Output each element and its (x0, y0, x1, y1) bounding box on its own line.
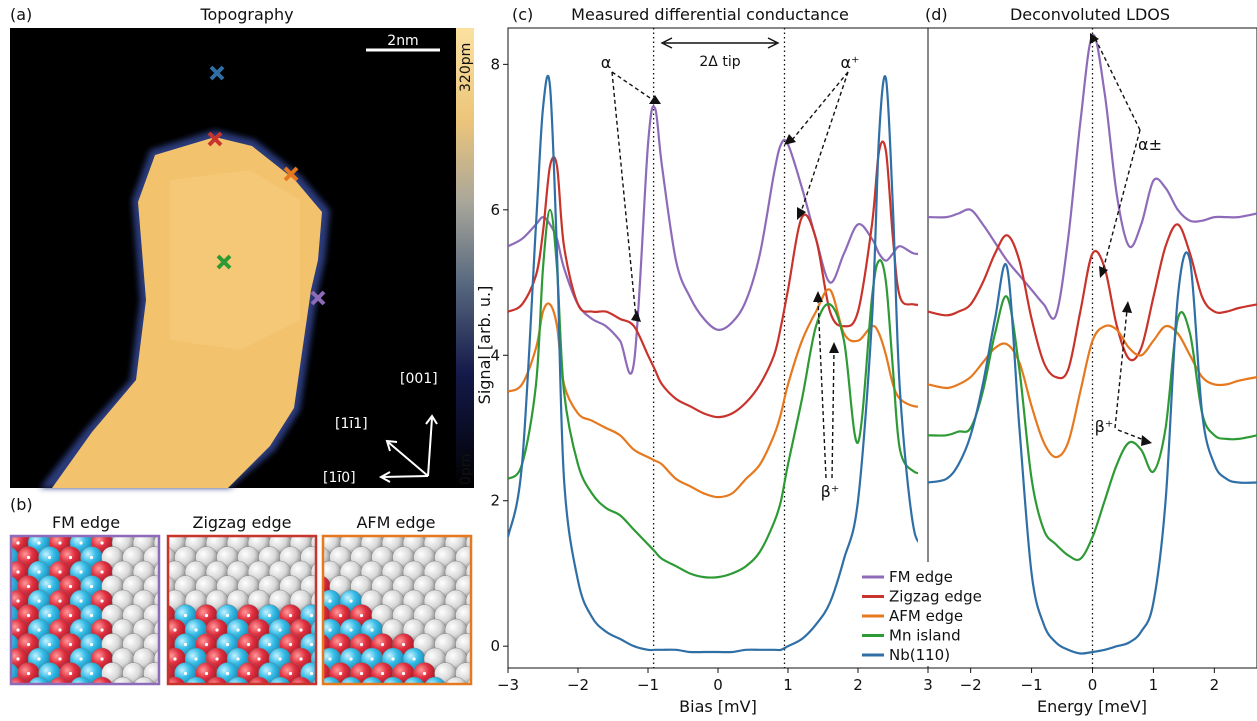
x-tick-label: 2 (1210, 676, 1220, 694)
fm-edge-lattice (9, 534, 161, 686)
panel-a-title: Topography (199, 5, 293, 24)
legend-label: FM edge (889, 568, 953, 586)
x-axis-label-energy: Energy [meV] (1037, 697, 1147, 716)
panel-d-title: Deconvoluted LDOS (1010, 5, 1170, 24)
lattice-frame (166, 534, 318, 686)
scale-bar-label: 2nm (387, 33, 418, 49)
scale-bar: 2nm (366, 33, 440, 52)
label-beta-plus-d: β⁺ (1095, 417, 1114, 436)
series-line-nb-110- (928, 251, 1257, 655)
panel-b-letter: (b) (10, 495, 33, 514)
x-tick-label: −2 (960, 676, 982, 694)
y-axis-label-signal: Signal [arb. u.] (475, 286, 494, 405)
topography-markers (207, 65, 326, 306)
edge-label-zigzag: Zigzag edge (192, 513, 291, 532)
panel-c-letter: (c) (512, 5, 533, 24)
direction-label-1-11: [1ī1] (335, 416, 368, 432)
x-tick-label: −1 (637, 676, 659, 694)
y-tick-label: 8 (490, 55, 500, 73)
topography-image (10, 28, 456, 488)
legend-label: Zigzag edge (889, 588, 982, 606)
zigzag-edge-lattice (166, 534, 318, 686)
peak-arrows (611, 37, 1145, 479)
series-line-mn-island (928, 295, 1257, 562)
y-tick-label: 2 (490, 492, 500, 510)
y-tick-label: 0 (490, 637, 500, 655)
series-line-zigzag-edge (928, 223, 1257, 380)
edge-label-afm: AFM edge (356, 513, 435, 532)
y-tick-label: 6 (490, 201, 500, 219)
gap-annotation: 2Δ tip (660, 37, 780, 70)
conductance-plot: −3 −2 −1 0 1 2 3 0 2 4 6 8 (490, 27, 933, 694)
label-alpha-pm: α± (1138, 135, 1162, 154)
x-tick-label: −1 (1021, 676, 1043, 694)
direction-label-1-10: [1ī0] (323, 470, 356, 486)
lattice-frame (321, 534, 473, 686)
x-axis-label-bias: Bias [mV] (679, 697, 757, 716)
marker-afm (283, 166, 299, 182)
gap-label: 2Δ tip (699, 54, 740, 70)
x-tick-label: 3 (923, 676, 933, 694)
legend-label: AFM edge (889, 607, 963, 625)
x-tick-label: −2 (567, 676, 589, 694)
x-tick-label: 0 (1088, 676, 1098, 694)
marker-zigzag (207, 131, 223, 147)
panel-c-title: Measured differential conductance (571, 5, 849, 24)
x-tick-label: 2 (853, 676, 863, 694)
ldos-plot: −2 −1 0 1 2 (927, 27, 1257, 694)
series-line-afm-edge (928, 324, 1257, 459)
colorbar: 320pm 0pm (456, 28, 474, 488)
edge-label-fm: FM edge (52, 513, 120, 532)
label-alpha-plus: α⁺ (841, 53, 860, 72)
series-line-nb-110- (508, 74, 918, 654)
marker-nb110 (209, 65, 225, 81)
legend-label: Nb(110) (889, 646, 950, 664)
panel-d-letter: (d) (925, 5, 948, 24)
x-tick-label: 1 (783, 676, 793, 694)
direction-label-001: [001] (400, 371, 438, 387)
x-tick-label: 0 (713, 676, 723, 694)
panel-a-letter: (a) (10, 5, 32, 24)
legend-label: Mn island (889, 627, 961, 645)
colorbar-max-label: 320pm (458, 43, 474, 92)
crystal-directions (378, 414, 438, 483)
arrowheads (631, 33, 1152, 446)
marker-mn-island (216, 254, 232, 270)
label-beta-plus: β⁺ (821, 482, 840, 501)
label-alpha: α (601, 53, 612, 72)
series-line-mn-island (508, 208, 918, 579)
x-tick-label: 1 (1149, 676, 1159, 694)
lattice-frame (9, 534, 161, 686)
colorbar-min-label: 0pm (458, 454, 474, 485)
y-tick-label: 4 (490, 346, 500, 364)
series-line-zigzag-edge (508, 140, 918, 419)
afm-edge-lattice (321, 534, 473, 686)
marker-fm (310, 290, 326, 306)
x-tick-label: −3 (497, 676, 519, 694)
